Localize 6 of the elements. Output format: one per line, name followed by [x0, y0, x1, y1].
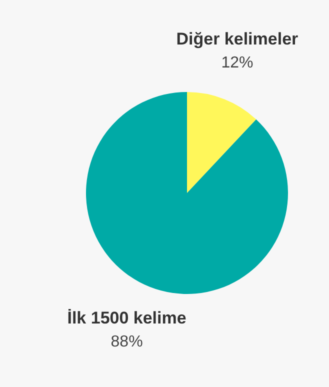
slice-label: Diğer kelimeler: [176, 30, 299, 49]
slice-label: İlk 1500 kelime: [67, 308, 186, 328]
pie-slice: [187, 92, 256, 193]
pie-slice: [86, 92, 288, 294]
data-label: 88%: [110, 333, 143, 350]
data-label: 12%: [221, 54, 254, 72]
